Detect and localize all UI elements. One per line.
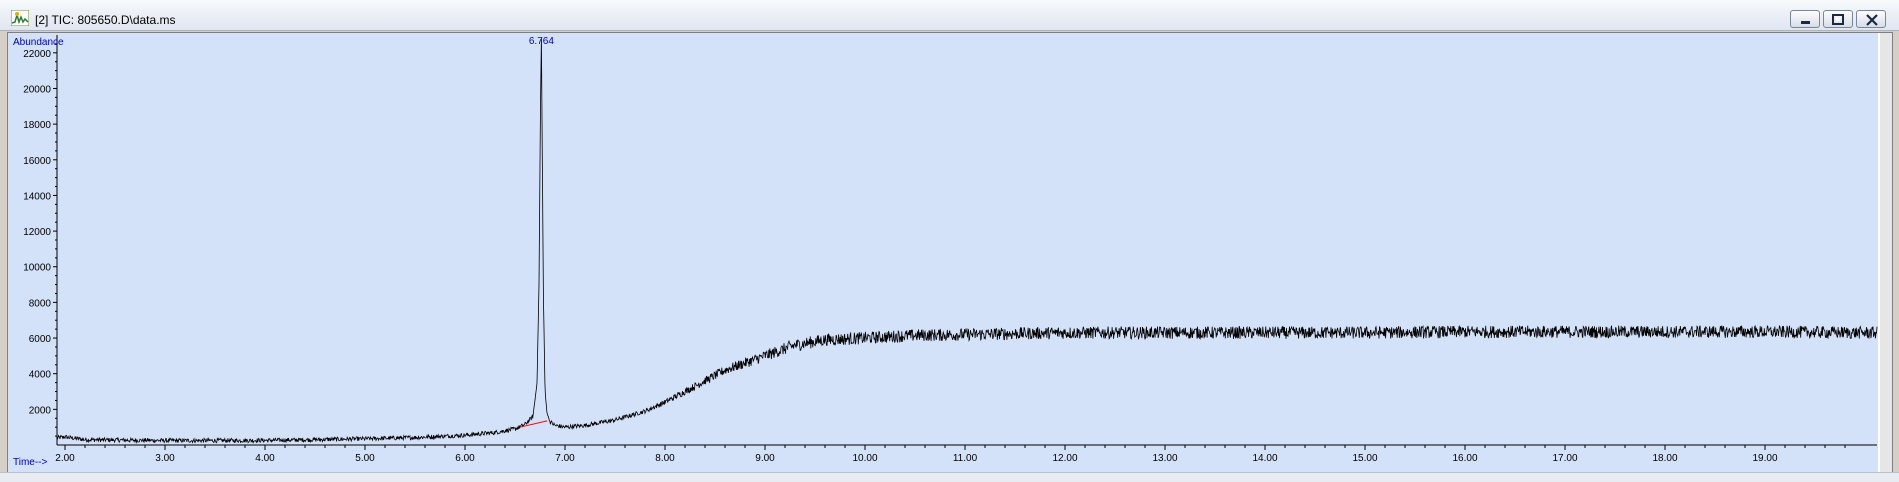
plot-background <box>8 33 1878 473</box>
y-tick-label: 2000 <box>29 405 52 416</box>
series-group <box>56 38 1878 444</box>
minimize-icon <box>1801 21 1810 24</box>
x-tick-label: 13.00 <box>1152 453 1177 464</box>
x-tick-label: 19.00 <box>1752 453 1777 464</box>
x-tick-label: 10.00 <box>852 453 877 464</box>
y-tick-label: 14000 <box>23 191 51 202</box>
close-icon <box>1866 14 1878 26</box>
x-tick-label: 7.00 <box>555 453 575 464</box>
y-tick-label: 22000 <box>23 49 51 60</box>
restore-icon <box>1832 14 1844 25</box>
y-tick-label: 6000 <box>29 334 52 345</box>
x-tick-label: 15.00 <box>1352 453 1377 464</box>
peak-label: 6.764 <box>529 36 554 47</box>
x-tick-label: 14.00 <box>1252 453 1277 464</box>
restore-button[interactable] <box>1823 10 1853 28</box>
window-title: [2] TIC: 805650.D\data.ms <box>35 13 176 27</box>
title-bar[interactable]: [2] TIC: 805650.D\data.ms <box>0 0 1899 31</box>
y-tick-label: 8000 <box>29 298 52 309</box>
x-tick-label: 11.00 <box>953 453 978 464</box>
y-tick-label: 12000 <box>23 227 51 238</box>
x-tick-label: 12.00 <box>1052 453 1077 464</box>
chart-area: 2000 4000 6000 8000 10000 12000 14000 16000 1800… <box>7 32 1893 474</box>
y-axis-label: Abundance <box>13 37 64 48</box>
tic-series-line <box>56 38 1878 444</box>
y-axis: 2000 4000 6000 8000 10000 12000 14000 16000 1800… <box>23 35 58 445</box>
x-tick-label: 18.00 <box>1652 453 1677 464</box>
x-tick-label: 4.00 <box>255 453 275 464</box>
x-axis: 2.00 3.00 4.00 5.00 6.00 7.00 8.00 9.00 10.00 11.… <box>55 444 1877 464</box>
x-axis-label: Time--> <box>13 457 48 468</box>
vertical-scrollbar[interactable] <box>1880 33 1892 473</box>
baseline-series-line <box>519 420 548 428</box>
y-tick-label: 10000 <box>23 263 51 274</box>
minimize-button[interactable] <box>1790 10 1820 28</box>
x-tick-label: 5.00 <box>355 453 375 464</box>
y-tick-label: 18000 <box>23 120 51 131</box>
x-tick-label: 17.00 <box>1552 453 1577 464</box>
x-tick-label: 9.00 <box>755 453 775 464</box>
close-button[interactable] <box>1856 10 1886 28</box>
y-tick-label: 16000 <box>23 156 51 167</box>
x-tick-label: 6.00 <box>455 453 475 464</box>
x-tick-label: 16.00 <box>1452 453 1477 464</box>
chromatogram-icon <box>10 9 30 27</box>
y-tick-label: 4000 <box>29 370 52 381</box>
x-tick-label: 2.00 <box>55 453 75 464</box>
y-tick-label: 20000 <box>23 84 51 95</box>
x-tick-label: 8.00 <box>655 453 675 464</box>
tic-chromatogram-chart[interactable]: 2000 4000 6000 8000 10000 12000 14000 16000 1800… <box>8 33 1878 473</box>
x-tick-label: 3.00 <box>155 453 175 464</box>
status-strip <box>0 472 1899 482</box>
